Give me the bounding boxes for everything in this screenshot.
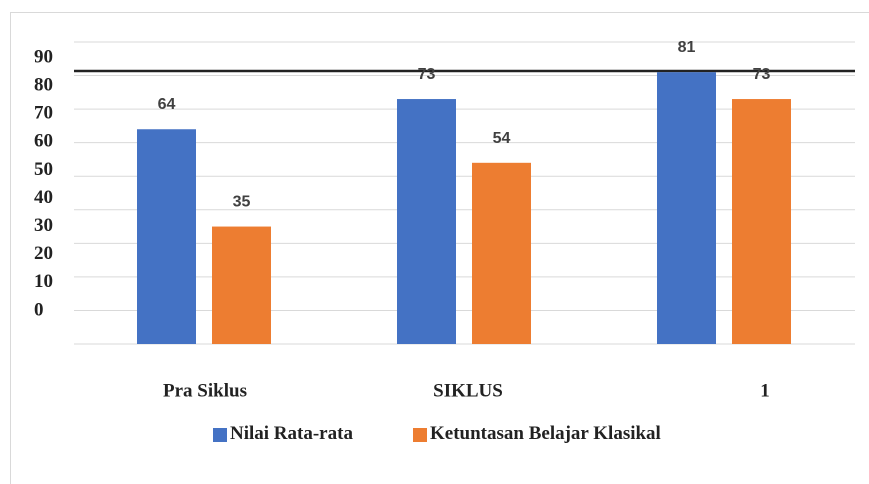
x-tick-label: SIKLUS (433, 380, 503, 401)
bar (212, 226, 271, 344)
legend-swatch (213, 428, 227, 442)
data-label: 81 (678, 39, 696, 56)
chart-frame (10, 12, 869, 484)
legend-label: Nilai Rata-rata (230, 423, 353, 444)
legend-swatch (413, 428, 427, 442)
data-label: 35 (233, 194, 251, 211)
bar (137, 129, 196, 344)
y-tick-label: 50 (34, 159, 53, 180)
y-tick-label: 20 (34, 243, 53, 264)
legend-label: Ketuntasan Belajar Klasikal (430, 423, 661, 444)
x-tick-label: Pra Siklus (163, 380, 247, 401)
x-tick-label: 1 (760, 380, 770, 401)
data-label: 64 (158, 96, 176, 113)
bar (472, 162, 531, 344)
y-tick-label: 0 (34, 299, 44, 320)
bar (657, 72, 716, 344)
data-label: 73 (418, 66, 436, 83)
y-tick-label: 60 (34, 131, 53, 152)
data-label: 73 (753, 66, 771, 83)
y-tick-label: 80 (34, 74, 53, 95)
y-tick-label: 10 (34, 271, 53, 292)
bar (732, 99, 791, 345)
y-tick-label: 90 (34, 46, 53, 67)
y-tick-label: 40 (34, 187, 53, 208)
y-tick-label: 30 (34, 215, 53, 236)
y-tick-label: 70 (34, 103, 53, 124)
bar (397, 99, 456, 345)
data-label: 54 (493, 130, 511, 147)
